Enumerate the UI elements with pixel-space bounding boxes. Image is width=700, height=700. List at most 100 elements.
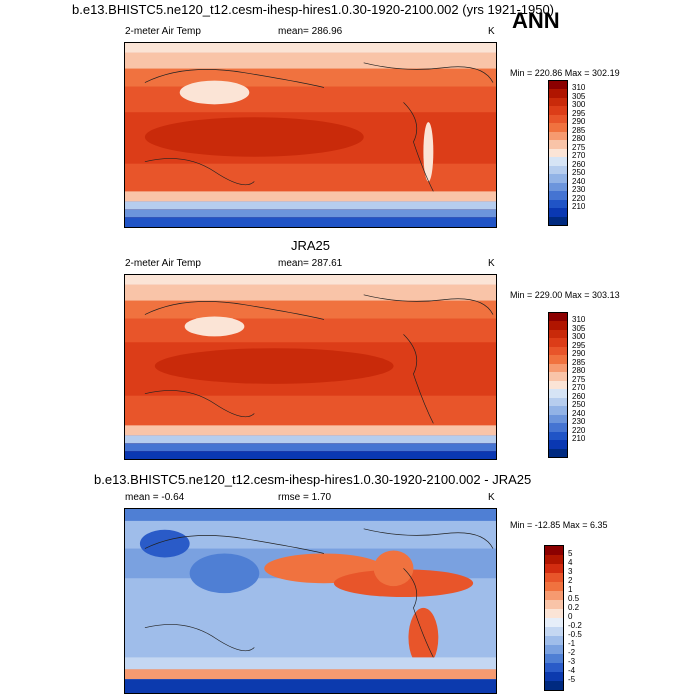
colorbar-swatch	[549, 114, 567, 124]
colorbar-swatch	[549, 174, 567, 183]
colorbar-tick-label: 285	[572, 357, 586, 367]
colorbar-tick-label: 270	[572, 151, 586, 161]
colorbar-tick-label: 305	[572, 91, 586, 101]
colorbar-tick-label: 280	[572, 134, 586, 144]
colorbar-tick-label: -4	[568, 666, 576, 675]
panel1-colorbar	[548, 80, 568, 226]
colorbar-tick-label: 280	[572, 366, 586, 376]
colorbar-tick-label: 295	[572, 108, 586, 118]
colorbar-swatch	[545, 573, 563, 582]
colorbar-swatch	[549, 131, 567, 141]
colorbar-swatch	[549, 148, 567, 158]
panel3-mean-label: mean = -0.64	[125, 492, 185, 503]
panel3-units-label: K	[488, 492, 495, 503]
colorbar-tick-label: 5	[568, 549, 573, 558]
colorbar-tick-label: -0.5	[568, 630, 582, 639]
colorbar-swatch	[549, 165, 567, 175]
colorbar-tick-label: 305	[572, 323, 586, 333]
colorbar-swatch	[545, 609, 563, 618]
colorbar-swatch	[549, 355, 567, 364]
colorbar-swatch	[549, 157, 567, 166]
colorbar-swatch	[545, 618, 563, 627]
colorbar-tick-label: 220	[572, 425, 586, 435]
colorbar-tick-label: -1	[568, 639, 576, 648]
colorbar-tick-label: 240	[572, 408, 586, 418]
colorbar-swatch	[549, 431, 567, 441]
colorbar-tick-label: 210	[572, 434, 586, 444]
colorbar-swatch	[545, 654, 563, 663]
colorbar-tick-label: 250	[572, 168, 586, 178]
panel1-units-label: K	[488, 26, 495, 37]
colorbar-swatch	[549, 346, 567, 356]
colorbar-swatch	[545, 582, 563, 591]
colorbar-swatch	[549, 321, 567, 330]
colorbar-tick-label: -2	[568, 648, 576, 657]
panel2-units-label: K	[488, 258, 495, 269]
colorbar-swatch	[545, 663, 563, 672]
colorbar-swatch	[549, 440, 567, 449]
panel2-map-graphic	[125, 275, 496, 459]
panel1-title: b.e13.BHISTC5.ne120_t12.cesm-ihesp-hires…	[72, 2, 555, 17]
colorbar-swatch	[549, 182, 567, 192]
colorbar-tick-label: 285	[572, 125, 586, 135]
colorbar-swatch	[549, 97, 567, 107]
panel3-map-graphic	[125, 509, 496, 693]
colorbar-tick-label: -0.2	[568, 621, 582, 630]
colorbar-swatch	[549, 81, 567, 90]
colorbar-swatch	[549, 140, 567, 149]
colorbar-swatch	[549, 363, 567, 373]
colorbar-swatch	[549, 397, 567, 407]
colorbar-swatch	[549, 423, 567, 432]
colorbar-tick-label: 295	[572, 340, 586, 350]
colorbar-swatch	[545, 564, 563, 573]
colorbar-tick-label: 4	[568, 558, 573, 567]
colorbar-tick-label: 260	[572, 391, 586, 401]
colorbar-swatch	[545, 600, 563, 609]
panel3-rmse-label: rmse = 1.70	[278, 492, 332, 503]
colorbar-tick-label: 300	[572, 332, 586, 342]
colorbar-tick-label: 300	[572, 100, 586, 110]
colorbar-swatch	[549, 313, 567, 322]
colorbar-swatch	[549, 448, 567, 457]
panel2-map	[124, 274, 497, 460]
panel1-map	[124, 42, 497, 228]
colorbar-tick-label: 290	[572, 117, 586, 127]
colorbar-tick-label: 0.2	[568, 603, 580, 612]
colorbar-tick-label: 0	[568, 612, 573, 621]
colorbar-swatch	[545, 681, 563, 690]
colorbar-swatch	[545, 672, 563, 681]
panel3-minmax: Min = -12.85 Max = 6.35	[510, 520, 608, 530]
panel1-map-graphic	[125, 43, 496, 227]
colorbar-swatch	[549, 372, 567, 381]
colorbar-swatch	[549, 329, 567, 339]
panel3-map	[124, 508, 497, 694]
colorbar-swatch	[549, 208, 567, 217]
colorbar-swatch	[549, 380, 567, 390]
colorbar-tick-label: 240	[572, 176, 586, 186]
panel2-colorbar	[548, 312, 568, 458]
panel3-colorbar	[544, 545, 564, 691]
panel1-variable-label: 2-meter Air Temp	[125, 26, 201, 37]
colorbar-tick-label: 2	[568, 576, 573, 585]
colorbar-tick-label: 275	[572, 142, 586, 152]
panel1-mean-label: mean= 286.96	[278, 26, 343, 37]
colorbar-tick-label: 310	[572, 315, 586, 325]
panel2-minmax: Min = 229.00 Max = 303.13	[510, 290, 620, 300]
panel2-mean-label: mean= 287.61	[278, 258, 343, 269]
colorbar-swatch	[545, 636, 563, 645]
colorbar-swatch	[549, 106, 567, 115]
colorbar-swatch	[549, 216, 567, 225]
colorbar-tick-label: 270	[572, 383, 586, 393]
colorbar-tick-label: 220	[572, 193, 586, 203]
colorbar-tick-label: 3	[568, 567, 573, 576]
colorbar-tick-label: 230	[572, 185, 586, 195]
colorbar-swatch	[549, 191, 567, 200]
colorbar-swatch	[545, 555, 563, 564]
colorbar-tick-label: 260	[572, 159, 586, 169]
colorbar-tick-label: 210	[572, 202, 586, 212]
colorbar-tick-label: -3	[568, 657, 576, 666]
colorbar-tick-label: -5	[568, 675, 576, 684]
panel2-variable-label: 2-meter Air Temp	[125, 258, 201, 269]
colorbar-tick-label: 1	[568, 585, 573, 594]
colorbar-tick-label: 250	[572, 400, 586, 410]
